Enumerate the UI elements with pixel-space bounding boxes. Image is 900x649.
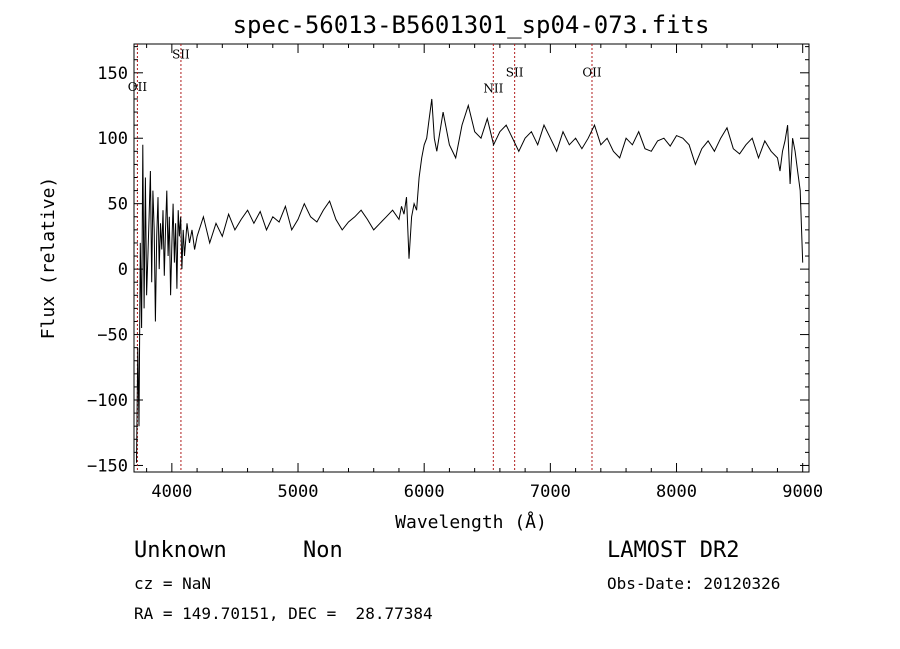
y-tick-label: 0 — [118, 260, 128, 280]
obs-date-label: Obs-Date: 20120326 — [607, 574, 781, 593]
y-tick-label: −100 — [87, 391, 128, 411]
x-tick-label: 5000 — [278, 482, 319, 502]
emission-line-label: OII — [582, 66, 602, 80]
axis-ticks: 4000 5000 6000 7000 8000 9000 −150 −100 −50 0 50 10… — [87, 44, 823, 502]
y-tick-label: 50 — [108, 195, 128, 215]
y-tick-label: 100 — [97, 129, 128, 149]
x-tick-label: 7000 — [530, 482, 571, 502]
emission-line-label: NII — [483, 81, 503, 95]
survey-label: LAMOST DR2 — [607, 538, 740, 563]
y-axis-label: Flux (relative) — [38, 177, 59, 340]
x-tick-label: 6000 — [404, 482, 445, 502]
redshift-label: cz = NaN — [134, 574, 212, 593]
x-tick-label: 9000 — [782, 482, 823, 502]
emission-line-label: SII — [506, 66, 524, 80]
y-tick-label: −150 — [87, 456, 128, 476]
x-tick-label: 4000 — [151, 482, 192, 502]
emission-line-label: SII — [172, 47, 190, 61]
object-subclass: Non — [303, 538, 343, 563]
chart-title: spec-56013-B5601301_sp04-073.fits — [233, 11, 710, 39]
y-tick-label: 150 — [97, 64, 128, 84]
plot-frame — [133, 43, 810, 473]
x-axis-label: Wavelength (Å) — [395, 511, 547, 533]
y-tick-label: −50 — [97, 326, 128, 346]
coordinates-label: RA = 149.70151, DEC = 28.77384 — [134, 604, 433, 623]
emission-line-label: OII — [128, 80, 148, 94]
object-class: Unknown — [134, 538, 227, 563]
x-tick-label: 8000 — [656, 482, 697, 502]
spectrum-series-line — [136, 98, 804, 463]
